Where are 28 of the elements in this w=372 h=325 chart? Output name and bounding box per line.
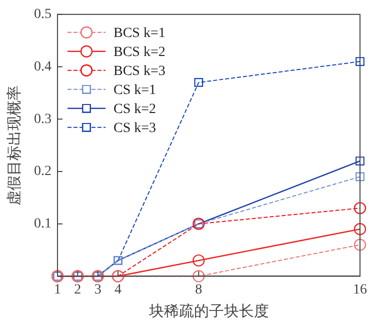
x-axis-title: 块稀疏的子块长度 bbox=[148, 302, 269, 320]
legend-label: CS k=3 bbox=[114, 121, 156, 136]
legend-label: CS k=1 bbox=[114, 83, 156, 98]
x-tick-label: 16 bbox=[353, 282, 367, 298]
point bbox=[356, 172, 364, 182]
x-tick-label: 8 bbox=[195, 282, 202, 298]
point bbox=[192, 270, 205, 282]
point bbox=[194, 78, 204, 87]
y-tick-label: 0.4 bbox=[34, 59, 52, 74]
point bbox=[354, 238, 366, 251]
point bbox=[354, 223, 366, 236]
y-tick-label: 0.5 bbox=[34, 7, 52, 22]
point bbox=[354, 202, 366, 214]
y-tick-label: 0.2 bbox=[34, 164, 52, 180]
x-tick-label: 1 bbox=[54, 282, 61, 298]
point bbox=[192, 254, 205, 267]
legend-label: CS k=2 bbox=[114, 102, 156, 118]
y-tick-label: 0.3 bbox=[34, 112, 52, 127]
legend-label: BCS k=3 bbox=[114, 64, 166, 80]
y-axis-title: 虚假目标出现概率 bbox=[6, 85, 23, 206]
x-tick-label: 2 bbox=[74, 282, 82, 298]
point bbox=[356, 156, 364, 166]
point bbox=[356, 57, 364, 66]
legend-label: BCS k=1 bbox=[114, 26, 166, 42]
y-tick-label: 0.1 bbox=[34, 216, 52, 232]
x-tick-label: 3 bbox=[94, 282, 102, 298]
x-tick-label: 4 bbox=[114, 282, 122, 298]
legend-label: BCS k=2 bbox=[114, 45, 166, 60]
